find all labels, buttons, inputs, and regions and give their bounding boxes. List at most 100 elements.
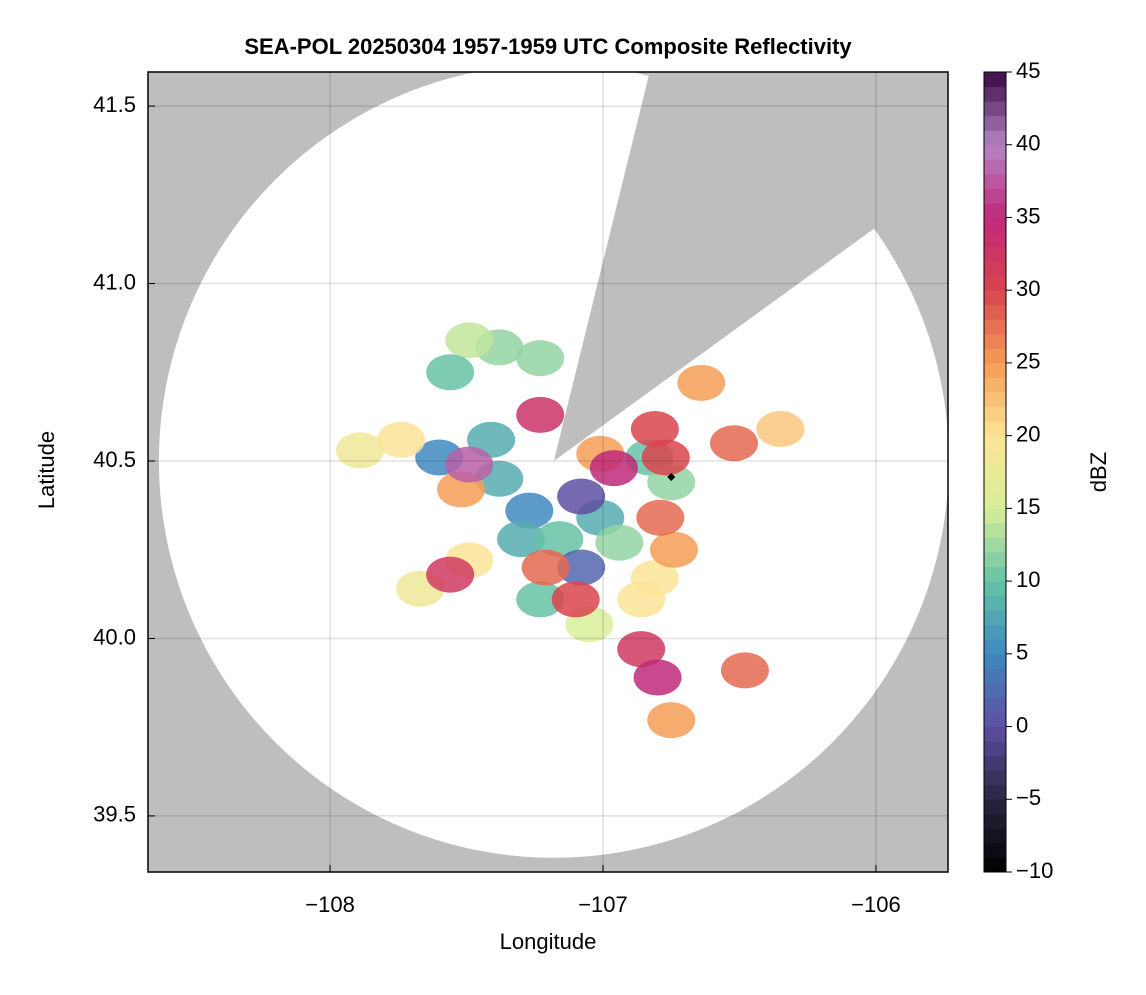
colorbar-band (984, 610, 1006, 626)
colorbar-tick-label: 10 (1016, 567, 1040, 592)
colorbar-band (984, 726, 1006, 742)
colorbar-band (984, 784, 1006, 800)
colorbar-band (984, 697, 1006, 713)
colorbar-band (984, 828, 1006, 844)
colorbar-band (984, 668, 1006, 684)
colorbar-band (984, 362, 1006, 378)
echo-cell (720, 652, 769, 689)
colorbar-band (984, 770, 1006, 786)
colorbar-band (984, 799, 1006, 815)
colorbar-band (984, 319, 1006, 335)
colorbar-tick-label: 40 (1016, 131, 1040, 156)
echo-cell (336, 432, 385, 469)
colorbar-band (984, 857, 1006, 873)
y-tick-label: 40.5 (93, 447, 136, 472)
echo-cell (641, 439, 690, 476)
colorbar-band (984, 406, 1006, 422)
colorbar-band (984, 130, 1006, 146)
x-tick-label: −106 (851, 892, 901, 917)
colorbar-tick-label: 30 (1016, 276, 1040, 301)
colorbar-band (984, 552, 1006, 568)
y-axis-label: Latitude (34, 431, 59, 509)
colorbar-band (984, 202, 1006, 218)
colorbar-band (984, 682, 1006, 698)
x-tick-label: −108 (305, 892, 355, 917)
echo-cell (636, 499, 685, 536)
x-axis-label: Longitude (500, 929, 597, 954)
colorbar-band (984, 493, 1006, 509)
blocked-sector (553, 72, 948, 461)
site-marker (667, 472, 676, 481)
colorbar-tick-label: 35 (1016, 203, 1040, 228)
colorbar-tick-label: 25 (1016, 349, 1040, 374)
colorbar-band (984, 508, 1006, 524)
colorbar-band (984, 86, 1006, 102)
echo-cell (649, 531, 698, 568)
colorbar-band (984, 712, 1006, 728)
axes: −108 −107 −106 39.5 40.0 40.5 41.0 41.5 −10 −5 0 5 1… (93, 58, 1053, 917)
colorbar-band (984, 421, 1006, 437)
echo-cell (617, 631, 666, 668)
colorbar-band (984, 392, 1006, 408)
echo-cell (377, 421, 426, 458)
colorbar-band (984, 188, 1006, 204)
colorbar-tick-label: −10 (1016, 858, 1053, 883)
colorbar-band (984, 639, 1006, 655)
colorbar-band (984, 348, 1006, 364)
echo-cell (497, 521, 546, 558)
echo-cell (535, 521, 584, 558)
colorbar-label: dBZ (1086, 452, 1111, 492)
colorbar-band (984, 173, 1006, 189)
echo-cell (551, 581, 600, 618)
x-tick-label: −107 (578, 892, 628, 917)
echo-cell (516, 340, 565, 377)
echo-cell (557, 549, 606, 586)
colorbar-tick-label: 5 (1016, 640, 1028, 665)
colorbar-tick-label: 0 (1016, 712, 1028, 737)
colorbar-band (984, 435, 1006, 451)
echo-cell (516, 396, 565, 433)
colorbar-frame (983, 71, 1007, 873)
colorbar-band (984, 72, 1006, 88)
colorbar-band (984, 741, 1006, 757)
colorbar-band (984, 653, 1006, 669)
echo-cell (426, 354, 475, 391)
colorbar-band (984, 377, 1006, 393)
colorbar-tick-label: 45 (1016, 58, 1040, 83)
colorbar-band (984, 246, 1006, 262)
echo-cell (647, 702, 696, 739)
colorbar-band (984, 624, 1006, 640)
colorbar-band (984, 522, 1006, 538)
colorbar-band (984, 217, 1006, 233)
echo-cell (677, 364, 726, 401)
colorbar-band (984, 144, 1006, 160)
colorbar-band (984, 115, 1006, 131)
y-tick-label: 39.5 (93, 802, 136, 827)
colorbar-band (984, 755, 1006, 771)
colorbar-band (984, 595, 1006, 611)
echo-cell (633, 659, 682, 696)
colorbar-band (984, 479, 1006, 495)
colorbar-tick-label: −5 (1016, 785, 1041, 810)
y-tick-label: 41.5 (93, 92, 136, 117)
colorbar-band (984, 232, 1006, 248)
echo-cell (516, 581, 565, 618)
colorbar-band (984, 333, 1006, 349)
echo-cell (426, 556, 475, 593)
colorbar-band (984, 464, 1006, 480)
colorbar-band (984, 450, 1006, 466)
colorbar-band (984, 101, 1006, 117)
colorbar-band (984, 304, 1006, 320)
colorbar-tick-label: 20 (1016, 421, 1040, 446)
echo-cell (445, 322, 494, 359)
plot-frame (147, 71, 949, 873)
echo-cell (710, 425, 759, 462)
colorbar-band (984, 842, 1006, 858)
colorbar-band (984, 275, 1006, 291)
colorbar-band (984, 537, 1006, 553)
echo-cell (505, 492, 554, 529)
y-tick-label: 41.0 (93, 269, 136, 294)
echo-cell (521, 549, 570, 586)
echo-cell (557, 478, 606, 515)
